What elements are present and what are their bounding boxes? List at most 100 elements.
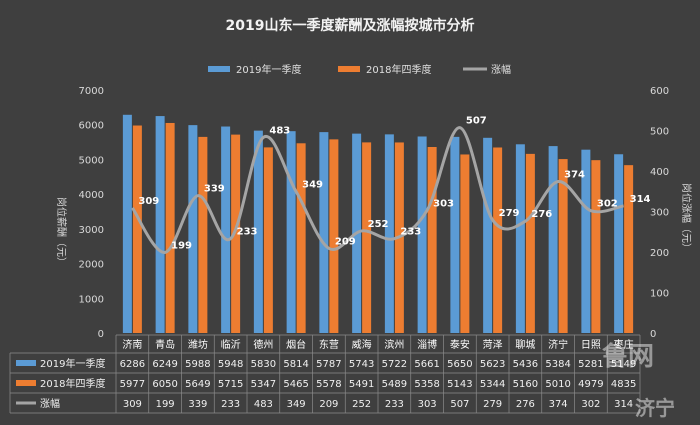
category-label-7: 威海: [352, 338, 372, 351]
table-cell-2-11: 279: [483, 399, 502, 410]
category-label-14: 日照: [581, 339, 601, 351]
growth-line-path: [131, 126, 624, 254]
y-left-tick-0: 0: [98, 329, 104, 340]
growth-label-7: 252: [368, 219, 389, 230]
growth-label-9: 303: [433, 198, 454, 209]
table-cell-2-6: 209: [319, 399, 338, 410]
watermark: 鲁网 济宁: [602, 342, 675, 420]
legend: 2019年一季度 2018年四季度 涨幅: [208, 63, 511, 76]
category-label-5: 烟台: [286, 338, 306, 351]
category-label-2: 潍坊: [188, 338, 208, 351]
bar-2019q1-1: [155, 116, 165, 333]
table-cell-2-13: 374: [549, 399, 568, 410]
legend-label-3: 涨幅: [491, 63, 511, 76]
table-cell-0-14: 5281: [578, 359, 603, 370]
watermark-text-1: 鲁网: [602, 342, 654, 372]
table-cell-1-1: 6050: [152, 379, 177, 390]
legend-label-2: 2018年四季度: [366, 63, 431, 76]
table-cell-1-3: 5715: [218, 379, 243, 390]
y-axis-left: 0 1000 2000 3000 4000 5000 6000 7000: [79, 86, 104, 340]
category-label-10: 泰安: [450, 338, 470, 351]
growth-label-14: 302: [597, 199, 618, 210]
bar-2019q1-9: [417, 136, 427, 333]
bar-2018q4-3: [231, 134, 241, 333]
bar-2018q4-2: [198, 136, 208, 333]
growth-label-5: 349: [302, 180, 323, 191]
table-cell-1-9: 5358: [414, 379, 439, 390]
table-cell-1-10: 5143: [447, 379, 472, 390]
bar-2019q1-5: [286, 131, 296, 333]
table-cell-1-14: 4979: [578, 379, 603, 390]
table-cell-2-4: 483: [254, 399, 273, 410]
growth-label-8: 233: [400, 227, 421, 238]
table-cell-2-9: 303: [418, 399, 437, 410]
bar-2019q1-10: [450, 136, 460, 333]
y-right-tick-6: 600: [650, 86, 669, 97]
table-cell-1-7: 5491: [349, 379, 374, 390]
table-cell-1-6: 5578: [316, 379, 341, 390]
table-cell-1-5: 5465: [283, 379, 308, 390]
table-cell-0-13: 5384: [545, 359, 570, 370]
bar-2018q4-15: [624, 165, 634, 333]
table-cell-0-4: 5830: [251, 359, 276, 370]
table-cell-2-7: 252: [352, 399, 371, 410]
category-label-0: 济南: [122, 338, 142, 351]
growth-label-11: 279: [499, 208, 520, 219]
category-label-11: 菏泽: [483, 339, 503, 351]
growth-label-15: 314: [630, 194, 651, 205]
table-cell-2-15: 314: [614, 399, 633, 410]
table-cell-1-11: 5344: [480, 379, 505, 390]
category-label-15: 枣庄: [614, 338, 634, 351]
table-cell-2-14: 302: [581, 399, 600, 410]
table-cell-2-8: 233: [385, 399, 404, 410]
bar-2018q4-5: [296, 143, 306, 333]
table-cell-1-2: 5649: [185, 379, 210, 390]
data-table: 济南 青岛 潍坊 临沂 德州 烟台 东营 威海 滨州 淄博 泰安 菏泽 聊城 济宁 日照 枣庄 2019年一季度…: [9, 334, 641, 414]
table-cell-2-3: 233: [221, 399, 240, 410]
growth-label-3: 233: [237, 227, 258, 238]
table-cell-1-8: 5489: [382, 379, 407, 390]
watermark-text-2: 济宁: [635, 396, 675, 420]
table-cell-1-15: 4835: [611, 379, 636, 390]
bar-2018q4-1: [165, 122, 175, 333]
table-row-label-0: 2019年一季度: [40, 357, 105, 370]
growth-label-1: 199: [171, 240, 192, 251]
y-left-tick-1: 1000: [79, 294, 104, 305]
y-left-tick-6: 6000: [79, 121, 104, 132]
bar-2018q4-13: [558, 159, 568, 333]
table-cell-0-12: 5436: [513, 359, 538, 370]
table-cell-0-8: 5722: [382, 359, 407, 370]
table-cell-0-6: 5787: [316, 359, 341, 370]
table-cell-2-10: 507: [450, 399, 469, 410]
y-left-tick-7: 7000: [79, 86, 104, 97]
table-cell-0-1: 6249: [152, 359, 177, 370]
table-key-0: [16, 360, 36, 366]
bar-2019q1-13: [548, 146, 558, 333]
table-cell-1-0: 5977: [120, 379, 145, 390]
category-label-8: 滨州: [384, 338, 404, 351]
bar-2019q1-3: [221, 126, 231, 333]
bar-2018q4-14: [591, 160, 601, 333]
table-cell-1-13: 5010: [545, 379, 570, 390]
table-cell-0-15: 5149: [611, 359, 636, 370]
bar-2018q4-9: [427, 147, 437, 333]
bar-2018q4-6: [329, 139, 339, 333]
table-cell-0-7: 5743: [349, 359, 374, 370]
table-row-label-1: 2018年四季度: [40, 377, 105, 390]
bar-2018q4-0: [132, 125, 142, 333]
legend-swatch-1: [208, 66, 230, 72]
y-right-tick-0: 0: [650, 329, 656, 340]
y-right-tick-4: 400: [650, 167, 669, 178]
growth-line: 309 199 339 233 483 349 209 252 233 303 507 279 276 3…: [131, 116, 651, 254]
category-label-1: 青岛: [155, 338, 175, 351]
growth-label-6: 209: [335, 236, 356, 247]
table-cell-0-2: 5988: [185, 359, 210, 370]
y-axis-right-label: 岗位涨幅（元）: [680, 183, 693, 253]
bar-2019q1-8: [384, 134, 394, 333]
table-cell-2-0: 309: [123, 399, 142, 410]
growth-label-13: 374: [564, 170, 585, 181]
bar-2019q1-4: [253, 130, 263, 333]
bar-2018q4-7: [362, 142, 372, 333]
table-cell-2-1: 199: [156, 399, 175, 410]
